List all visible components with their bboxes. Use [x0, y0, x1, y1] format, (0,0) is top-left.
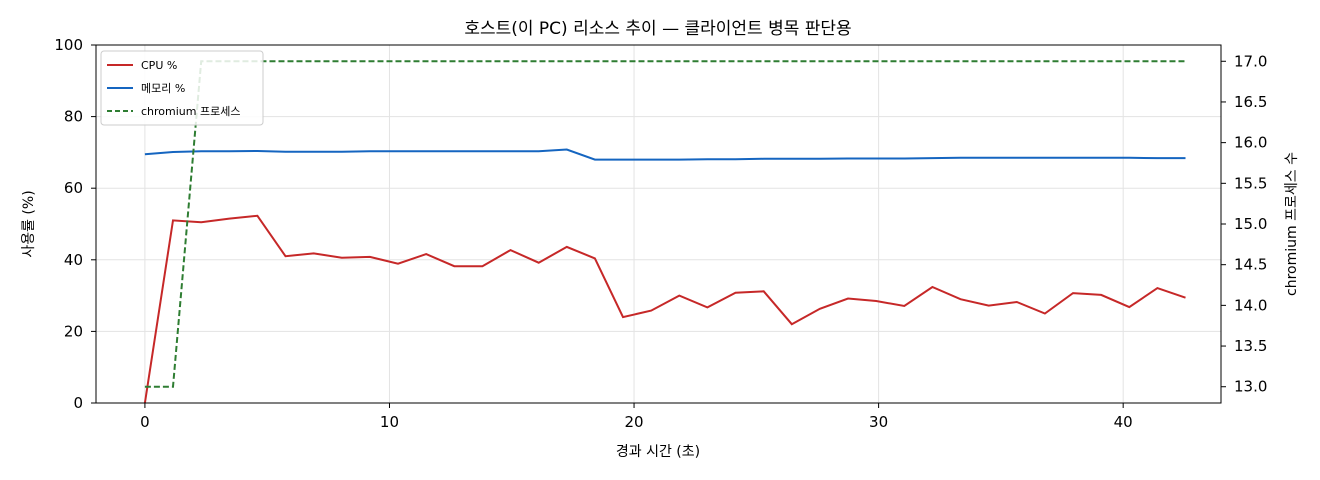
y-tick-label: 20	[64, 322, 83, 340]
x-tick-label: 40	[1114, 413, 1133, 431]
y2-tick-label: 14.5	[1234, 256, 1267, 274]
legend-label-chromium: chromium 프로세스	[141, 105, 240, 118]
y-axis-right: 13.0 13.5 14.0 14.5 15.0 15.5 16.0 16.5 17.0	[1221, 52, 1267, 396]
y-tick-label: 40	[64, 251, 83, 269]
x-tick-label: 0	[140, 413, 150, 431]
x-tick-label: 10	[380, 413, 399, 431]
y2-tick-label: 16.5	[1234, 93, 1267, 111]
x-axis: 0 10 20 30 40	[140, 403, 1133, 431]
legend: CPU % 메모리 % chromium 프로세스	[100, 50, 264, 126]
y2-tick-label: 14.0	[1234, 296, 1267, 314]
series-line-memory	[144, 148, 1186, 161]
y-tick-label: 100	[54, 36, 83, 54]
y2-tick-label: 13.0	[1234, 378, 1267, 396]
legend-label-cpu: CPU %	[141, 59, 177, 72]
legend-box	[100, 50, 264, 126]
legend-label-memory: 메모리 %	[141, 82, 185, 95]
chart-title: 호스트(이 PC) 리소스 추이 — 클라이언트 병목 판단용	[464, 19, 851, 39]
x-tick-label: 30	[869, 413, 888, 431]
x-axis-title: 경과 시간 (초)	[616, 444, 700, 460]
y2-tick-label: 15.0	[1234, 215, 1267, 233]
y2-axis-title: chromium 프로세스 수	[1284, 152, 1300, 296]
y2-tick-label: 13.5	[1234, 337, 1267, 355]
y-tick-label: 0	[73, 394, 83, 412]
y2-tick-label: 17.0	[1234, 52, 1267, 70]
y2-tick-label: 16.0	[1234, 134, 1267, 152]
series-line-cpu	[143, 214, 1186, 404]
y-axis-title: 사용률 (%)	[21, 190, 37, 257]
y-tick-label: 80	[64, 108, 83, 126]
y-tick-label: 60	[64, 179, 83, 197]
x-tick-label: 20	[624, 413, 643, 431]
y-axis-left: 0 20 40 60 80 100	[54, 36, 96, 412]
y2-tick-label: 15.5	[1234, 174, 1267, 192]
